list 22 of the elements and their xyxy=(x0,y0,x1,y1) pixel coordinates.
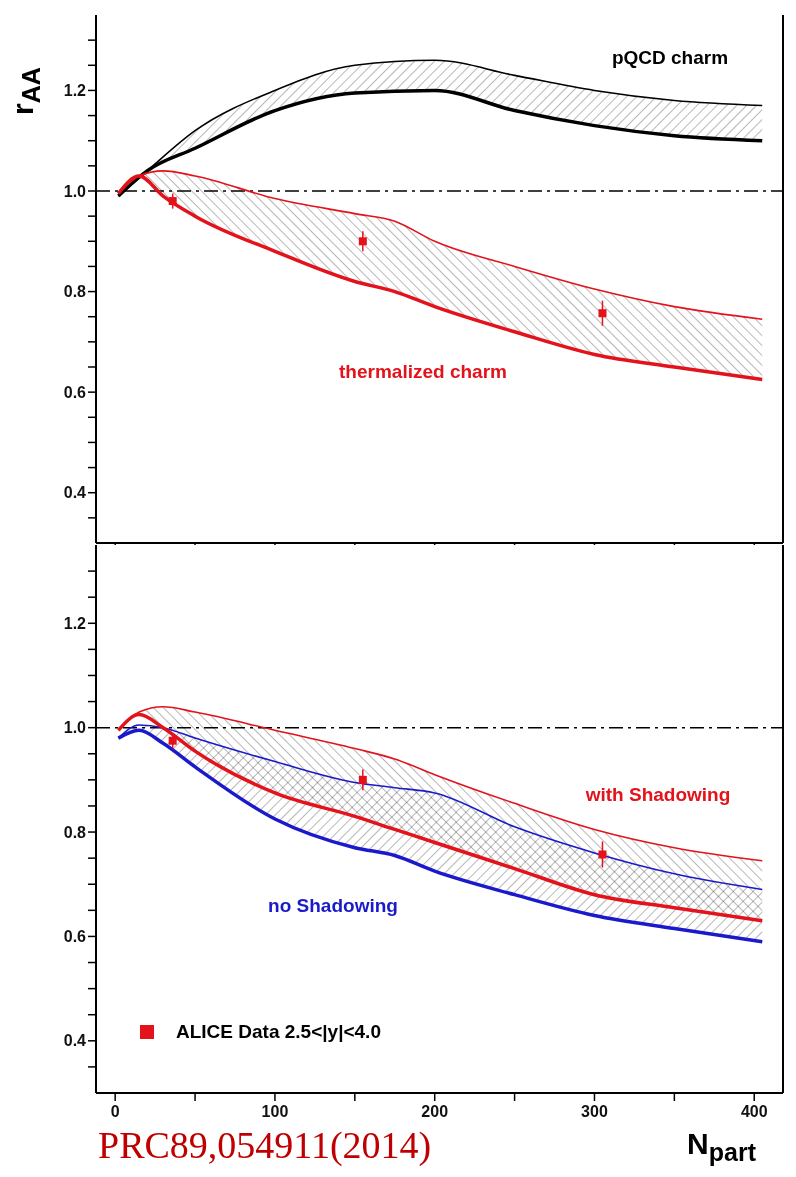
legend-label: ALICE Data 2.5<|y|<4.0 xyxy=(176,1021,381,1043)
y-tick-label: 1.0 xyxy=(63,719,87,737)
y-tick-label: 1.2 xyxy=(63,82,87,100)
y-tick-label: 1.2 xyxy=(63,614,87,632)
y-tick-label: 1.0 xyxy=(63,182,87,200)
y-tick-label: 0.8 xyxy=(63,283,87,301)
x-tick-label: 100 xyxy=(261,1103,289,1120)
x-tick-label: 200 xyxy=(421,1103,449,1120)
y-tick-label: 0.6 xyxy=(63,383,87,401)
series-label: with Shadowing xyxy=(585,784,731,806)
x-tick-label: 300 xyxy=(581,1103,608,1120)
y-tick-label: 0.8 xyxy=(63,823,87,841)
series-label: thermalized charm xyxy=(339,361,507,383)
x-tick-label: 400 xyxy=(740,1103,768,1120)
y-tick-label: 0.6 xyxy=(63,928,87,946)
text: pQCD charm xyxy=(611,47,729,69)
series-label: no Shadowing xyxy=(268,895,398,917)
x-tick-label: 0 xyxy=(110,1103,120,1120)
x-axis-title: N$_{part}$ xyxy=(687,1127,756,1167)
y-tick-label: 0.4 xyxy=(63,1032,87,1050)
y-tick-label: 0.4 xyxy=(63,484,87,502)
text: PRC89,054911(2014) xyxy=(98,1123,432,1167)
